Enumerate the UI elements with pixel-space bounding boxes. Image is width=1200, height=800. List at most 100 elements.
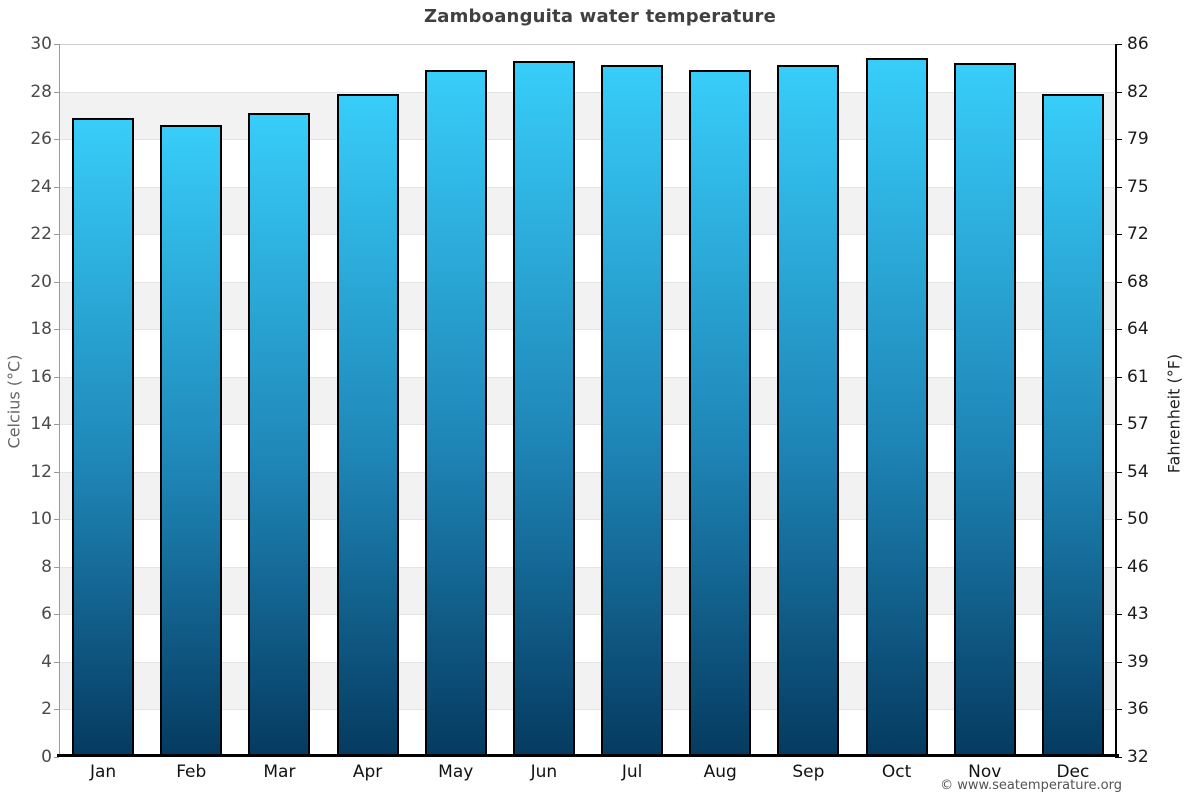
left-axis-title: Celcius (°C) bbox=[4, 354, 24, 449]
plot-top-border bbox=[59, 44, 1117, 45]
gridline bbox=[59, 472, 1117, 473]
y-tick-mark-left bbox=[54, 519, 59, 520]
y-tick-label-fahrenheit: 75 bbox=[1127, 176, 1149, 197]
gridline bbox=[59, 519, 1117, 520]
gridline bbox=[59, 377, 1117, 378]
x-tick-label-dec: Dec bbox=[1056, 762, 1090, 782]
gridline bbox=[59, 709, 1117, 710]
background-band bbox=[59, 186, 1117, 235]
y-tick-mark-right bbox=[1117, 757, 1122, 758]
bar-may bbox=[424, 70, 487, 757]
x-tick-label-oct: Oct bbox=[881, 762, 912, 782]
y-tick-mark-right bbox=[1117, 44, 1122, 45]
bar-sep bbox=[777, 65, 840, 757]
y-tick-label-celsius: 26 bbox=[30, 129, 52, 150]
bar-jan bbox=[72, 117, 135, 757]
y-tick-mark-left bbox=[54, 567, 59, 568]
plot-area bbox=[59, 44, 1117, 757]
bar-mar bbox=[248, 112, 311, 757]
y-tick-label-fahrenheit: 50 bbox=[1127, 509, 1149, 530]
y-tick-label-celsius: 10 bbox=[30, 509, 52, 530]
bar-dec bbox=[1041, 93, 1104, 757]
y-tick-label-fahrenheit: 64 bbox=[1127, 319, 1149, 340]
y-tick-mark-left bbox=[54, 472, 59, 473]
y-tick-label-celsius: 30 bbox=[30, 34, 52, 54]
y-tick-mark-left bbox=[54, 709, 59, 710]
x-tick-label-mar: Mar bbox=[263, 762, 296, 782]
background-band bbox=[59, 281, 1117, 330]
y-tick-mark-right bbox=[1117, 709, 1122, 710]
gridline bbox=[59, 329, 1117, 330]
y-tick-mark-left bbox=[54, 187, 59, 188]
x-tick-label-sep: Sep bbox=[792, 762, 825, 782]
x-tick-label-apr: Apr bbox=[352, 762, 383, 782]
gridline bbox=[59, 92, 1117, 93]
y-tick-label-celsius: 0 bbox=[41, 747, 52, 767]
x-tick-label-feb: Feb bbox=[176, 762, 207, 782]
gridline bbox=[59, 282, 1117, 283]
y-tick-label-fahrenheit: 46 bbox=[1127, 556, 1149, 577]
bar-aug bbox=[689, 70, 752, 757]
x-tick-label-nov: Nov bbox=[968, 762, 1002, 782]
y-tick-mark-left bbox=[54, 757, 59, 758]
x-tick-label-jan: Jan bbox=[89, 762, 117, 782]
right-axis-line bbox=[1115, 44, 1117, 758]
bar-jul bbox=[601, 65, 664, 757]
gridline bbox=[59, 187, 1117, 188]
y-tick-mark-left bbox=[54, 377, 59, 378]
gridline bbox=[59, 567, 1117, 568]
gridline bbox=[59, 662, 1117, 663]
y-tick-label-fahrenheit: 57 bbox=[1127, 414, 1149, 435]
y-tick-label-fahrenheit: 39 bbox=[1127, 651, 1149, 672]
y-tick-label-celsius: 22 bbox=[30, 224, 52, 245]
y-tick-mark-left bbox=[54, 614, 59, 615]
x-tick-label-may: May bbox=[438, 762, 474, 782]
bar-oct bbox=[865, 58, 928, 757]
y-tick-mark-right bbox=[1117, 329, 1122, 330]
y-tick-label-celsius: 4 bbox=[41, 651, 52, 672]
gridline bbox=[59, 234, 1117, 235]
y-tick-label-fahrenheit: 79 bbox=[1127, 129, 1149, 150]
y-tick-label-celsius: 12 bbox=[30, 461, 52, 482]
y-tick-mark-left bbox=[54, 139, 59, 140]
x-tick-label-aug: Aug bbox=[703, 762, 737, 782]
y-tick-mark-right bbox=[1117, 187, 1122, 188]
y-tick-label-celsius: 28 bbox=[30, 81, 52, 102]
y-tick-mark-right bbox=[1117, 519, 1122, 520]
y-tick-mark-right bbox=[1117, 377, 1122, 378]
y-tick-label-fahrenheit: 86 bbox=[1127, 34, 1149, 54]
gridline bbox=[59, 614, 1117, 615]
y-tick-label-fahrenheit: 61 bbox=[1127, 366, 1149, 387]
y-tick-label-fahrenheit: 36 bbox=[1127, 699, 1149, 720]
x-tick-label-jun: Jun bbox=[530, 762, 558, 782]
y-tick-mark-left bbox=[54, 424, 59, 425]
gridline bbox=[59, 139, 1117, 140]
bar-feb bbox=[160, 124, 223, 757]
copyright-credit: © www.seatemperature.org bbox=[940, 778, 1122, 793]
y-tick-label-celsius: 16 bbox=[30, 366, 52, 387]
y-tick-label-fahrenheit: 72 bbox=[1127, 224, 1149, 245]
y-tick-label-fahrenheit: 82 bbox=[1127, 81, 1149, 102]
y-tick-mark-left bbox=[54, 282, 59, 283]
background-band bbox=[59, 661, 1117, 710]
y-tick-mark-right bbox=[1117, 472, 1122, 473]
y-tick-label-celsius: 8 bbox=[41, 556, 52, 577]
y-tick-label-celsius: 20 bbox=[30, 271, 52, 292]
y-tick-label-celsius: 6 bbox=[41, 604, 52, 625]
x-tick-label-jul: Jul bbox=[621, 762, 643, 782]
y-tick-mark-right bbox=[1117, 567, 1122, 568]
background-band bbox=[59, 91, 1117, 140]
bar-jun bbox=[512, 60, 575, 757]
bar-apr bbox=[336, 93, 399, 757]
y-tick-label-fahrenheit: 32 bbox=[1127, 747, 1149, 767]
y-tick-mark-right bbox=[1117, 282, 1122, 283]
y-tick-mark-left bbox=[54, 44, 59, 45]
y-tick-mark-left bbox=[54, 662, 59, 663]
y-tick-mark-right bbox=[1117, 139, 1122, 140]
background-band bbox=[59, 566, 1117, 615]
y-tick-mark-left bbox=[54, 329, 59, 330]
y-tick-mark-right bbox=[1117, 662, 1122, 663]
x-axis-line bbox=[57, 754, 1119, 757]
bar-nov bbox=[953, 63, 1016, 757]
